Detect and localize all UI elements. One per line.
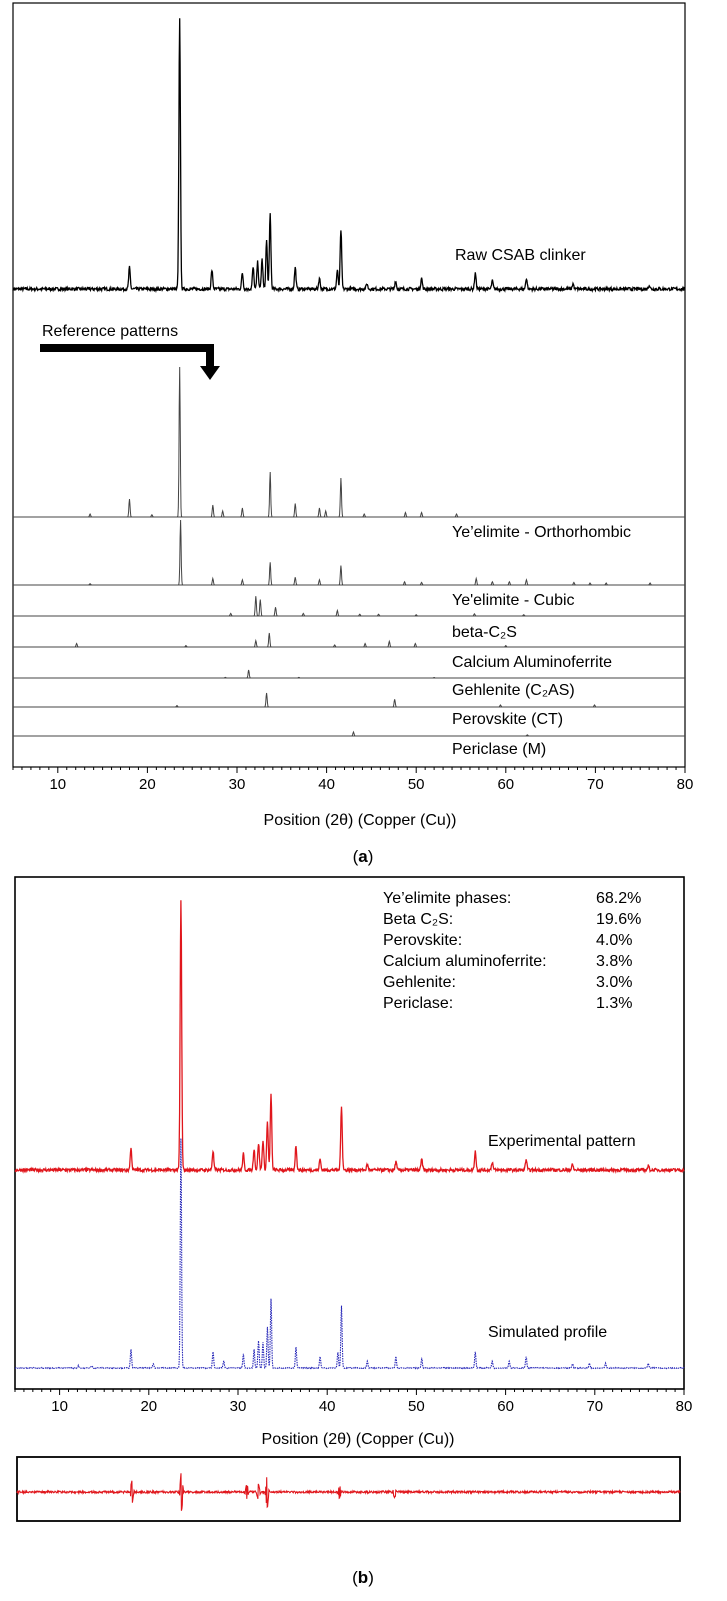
experimental-pattern-line <box>14 900 685 1174</box>
phase-fraction-value: 19.6% <box>596 911 641 928</box>
panel-b-x-axis-tick-label: 40 <box>319 1398 336 1415</box>
panel-b-x-axis-tick-label: 70 <box>586 1398 603 1415</box>
panel-b-x-axis-tick-label: 60 <box>497 1398 514 1415</box>
phase-fraction-value: 4.0% <box>596 932 632 949</box>
panel-a-x-axis-label: Position (2θ) (Copper (Cu)) <box>264 812 457 829</box>
series-label-1: Raw CSAB clinker <box>455 247 586 264</box>
panel-a-x-axis-tick-label: 60 <box>497 776 514 793</box>
phase-fraction-value: 3.0% <box>596 974 632 991</box>
panel-a-x-axis-tick-label: 80 <box>677 776 694 793</box>
phase-name: Calcium aluminoferrite: <box>383 953 547 970</box>
panel-a-x-axis-tick-label: 30 <box>229 776 246 793</box>
series-label-6: Gehlenite (C₂AS) <box>452 682 575 699</box>
series-line-1 <box>12 18 686 294</box>
panel-a-x-axis-tick-label: 10 <box>49 776 66 793</box>
phase-fraction-value: 1.3% <box>596 995 632 1012</box>
series-line-7 <box>13 692 685 708</box>
phase-name: Beta C₂S: <box>383 911 453 928</box>
panel-a-plot-frame <box>12 2 686 768</box>
panel-b-x-axis-tick-label: 50 <box>408 1398 425 1415</box>
panel-a-x-axis-tick-label: 70 <box>587 776 604 793</box>
series-label-5: Calcium Aluminoferrite <box>452 654 612 671</box>
panel-b-x-axis-tick-label: 10 <box>51 1398 68 1415</box>
simulated-profile-label: Simulated profile <box>488 1324 607 1341</box>
panel-b-x-axis-tick-label: 20 <box>140 1398 157 1415</box>
reference-patterns-label: Reference patterns <box>42 323 178 340</box>
panel-b-chart: Experimental pattern Simulated profile 10… <box>14 876 693 1522</box>
series-label-8: Periclase (M) <box>452 741 546 758</box>
series-line-5 <box>13 632 685 648</box>
difference-curve <box>16 1473 681 1511</box>
series-line-3 <box>13 519 685 586</box>
phase-fraction-value: 3.8% <box>596 953 632 970</box>
series-label-3: Ye'elimite - Cubic <box>452 592 575 609</box>
series-label-2: Ye’elimite - Orthorhombic <box>452 524 631 541</box>
series-line-2 <box>13 366 685 518</box>
phase-name: Ye’elimite phases: <box>383 890 511 907</box>
panel-a-chart: Raw CSAB clinker Ye’elimite - Orthorhombi… <box>12 2 694 829</box>
series-label-7: Perovskite (CT) <box>452 711 563 728</box>
series-label-4: beta-C₂S <box>452 624 517 641</box>
panel-a-caption: (a) <box>353 847 374 866</box>
panel-a-x-axis-tick-label: 50 <box>408 776 425 793</box>
difference-plot-frame <box>16 1456 681 1522</box>
simulated-profile-line <box>14 1138 685 1370</box>
series-line-8 <box>13 730 685 737</box>
experimental-pattern-label: Experimental pattern <box>488 1133 636 1150</box>
phase-name: Perovskite: <box>383 932 462 949</box>
phase-fraction-value: 68.2% <box>596 890 641 907</box>
phase-name: Periclase: <box>383 995 453 1012</box>
panel-a-x-axis-tick-label: 40 <box>318 776 335 793</box>
phase-name: Gehlenite: <box>383 974 456 991</box>
panel-b-x-axis-tick-label: 30 <box>230 1398 247 1415</box>
panel-b-x-axis-label: Position (2θ) (Copper (Cu)) <box>262 1431 455 1448</box>
panel-b-plot-frame <box>14 876 685 1390</box>
reference-patterns-arrow <box>40 344 220 380</box>
phase-fractions-table: Ye’elimite phases: 68.2% Beta C₂S: 19.6% Per… <box>383 890 641 1012</box>
series-line-4 <box>13 596 685 617</box>
panel-a-x-axis-tick-label: 20 <box>139 776 156 793</box>
series-line-6 <box>13 669 685 679</box>
panel-b-x-axis-tick-label: 80 <box>676 1398 693 1415</box>
panel-b-caption: (b) <box>352 1568 374 1587</box>
